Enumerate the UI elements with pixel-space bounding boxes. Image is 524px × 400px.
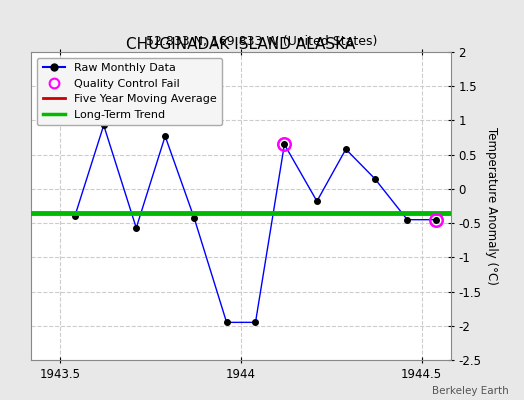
Legend: Raw Monthly Data, Quality Control Fail, Five Year Moving Average, Long-Term Tren: Raw Monthly Data, Quality Control Fail, … — [37, 58, 222, 125]
Text: 52.833 N, 169.833 W (United States): 52.833 N, 169.833 W (United States) — [146, 36, 378, 48]
Y-axis label: Temperature Anomaly (°C): Temperature Anomaly (°C) — [485, 127, 498, 285]
Title: CHUGINADAK ISLAND ALASKA: CHUGINADAK ISLAND ALASKA — [126, 37, 356, 52]
Text: Berkeley Earth: Berkeley Earth — [432, 386, 508, 396]
